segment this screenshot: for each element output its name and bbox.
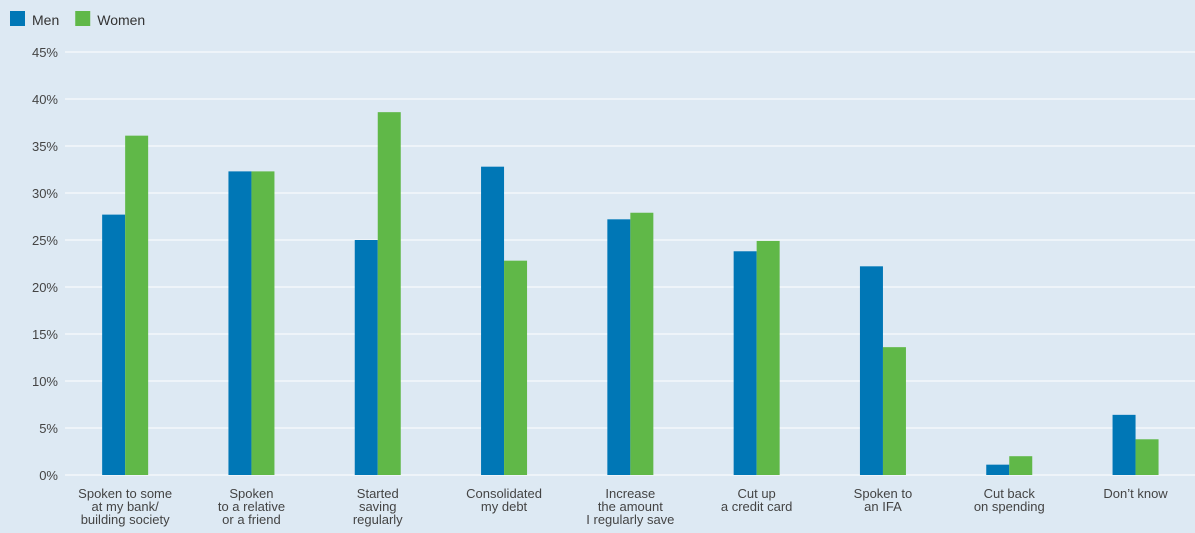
x-category-label-line: regularly: [353, 512, 403, 527]
bar-men: [859, 266, 883, 475]
bar-women: [1135, 439, 1159, 475]
bar-women: [125, 135, 149, 475]
x-category-label: Cut up a credit card: [721, 486, 793, 514]
x-category-label-line: Don’t know: [1103, 486, 1168, 501]
bar-women: [630, 212, 654, 476]
y-tick-label: 10%: [32, 374, 58, 389]
x-category-label-line: saving: [359, 499, 397, 514]
y-tick-label: 25%: [32, 233, 58, 248]
legend-swatch-men: [10, 11, 25, 26]
y-tick-label: 20%: [32, 280, 58, 295]
x-category-label-line: at my bank/: [92, 499, 160, 514]
x-category-label-line: or a friend: [222, 512, 281, 527]
bars: [102, 112, 1159, 476]
x-category-label-line: the amount: [598, 499, 663, 514]
x-category-label-line: my debt: [481, 499, 528, 514]
x-category-label-line: on spending: [974, 499, 1045, 514]
bar-women: [377, 112, 401, 475]
x-category-label-line: Increase: [605, 486, 655, 501]
x-category-label-line: building society: [81, 512, 170, 527]
x-category-label-line: Spoken to some: [78, 486, 172, 501]
y-tick-label: 35%: [32, 139, 58, 154]
x-category-label-line: Spoken: [229, 486, 273, 501]
x-category-label: Spoken to some at my bank/building societ…: [78, 486, 172, 527]
legend-swatch-women: [75, 11, 91, 26]
bar-women: [756, 240, 780, 475]
y-tick-label: 0%: [39, 468, 58, 483]
x-category-label-line: Cut up: [737, 486, 775, 501]
x-category-label-line: Consolidated: [466, 486, 542, 501]
bar-women: [504, 260, 528, 475]
y-tick-label: 5%: [39, 421, 58, 436]
x-category-label: Spoken to an IFA: [854, 486, 913, 514]
bar-men: [1112, 414, 1136, 475]
x-category-label-line: I regularly save: [586, 512, 674, 527]
bar-women: [1009, 456, 1033, 475]
x-category-label: Consolidated my debt: [466, 486, 542, 514]
bar-men: [607, 219, 631, 475]
x-category-label: Started saving regularly: [353, 486, 403, 527]
bar-men: [102, 214, 126, 475]
x-category-label-line: Cut back: [984, 486, 1036, 501]
legend-label-men: Men: [32, 12, 59, 28]
bar-women: [882, 347, 906, 475]
x-category-label-line: Spoken to: [854, 486, 913, 501]
bar-men: [986, 464, 1010, 475]
bar-men: [481, 166, 505, 475]
x-category-label: Don’t know: [1103, 486, 1168, 501]
x-category-label-line: to a relative: [218, 499, 285, 514]
bar-women: [251, 171, 275, 475]
legend-label-women: Women: [97, 12, 145, 28]
x-category-label-line: an IFA: [864, 499, 902, 514]
x-category-label-line: Started: [357, 486, 399, 501]
bar-men: [228, 171, 252, 475]
x-axis-labels: Spoken to some at my bank/building societ…: [78, 486, 1168, 527]
y-tick-label: 40%: [32, 92, 58, 107]
legend: Men Women: [10, 11, 145, 28]
y-axis-ticks: 0% 5% 10% 15% 20% 25% 30% 35% 40% 45%: [32, 45, 58, 483]
bar-men: [354, 240, 378, 475]
y-tick-label: 45%: [32, 45, 58, 60]
x-category-label: Cut back on spending: [974, 486, 1045, 514]
x-category-label: Spoken to a relative or a friend: [218, 486, 285, 527]
y-tick-label: 30%: [32, 186, 58, 201]
x-category-label: Increase the amount I regularly save: [586, 486, 674, 527]
x-category-label-line: a credit card: [721, 499, 793, 514]
y-tick-label: 15%: [32, 327, 58, 342]
bar-men: [733, 251, 757, 475]
